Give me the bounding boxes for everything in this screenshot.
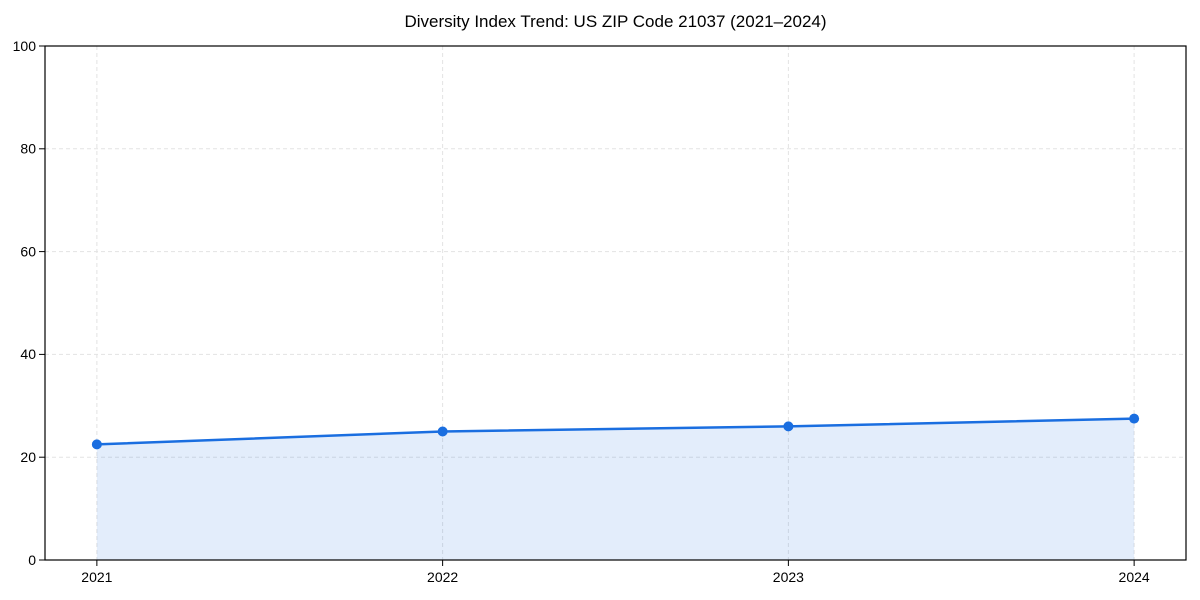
x-tick-label-2024: 2024 (1119, 569, 1150, 585)
y-tick-label-0: 0 (28, 552, 36, 568)
y-tick-label-100: 100 (13, 38, 37, 54)
trend-line (95, 417, 1136, 446)
data-point-2023 (783, 421, 794, 432)
axes-box (44, 45, 1187, 561)
area-fill (96, 418, 1135, 560)
data-point-2021 (91, 439, 102, 450)
chart-title: Diversity Index Trend: US ZIP Code 21037… (404, 12, 827, 31)
y-tick-label-80: 80 (20, 141, 36, 157)
data-point-2022 (437, 426, 448, 437)
data-point-2024 (1129, 413, 1140, 424)
x-tick-label-2023: 2023 (773, 569, 804, 585)
x-tick-label-2021: 2021 (81, 569, 112, 585)
y-tick-label-40: 40 (20, 346, 36, 362)
y-tick-label-60: 60 (20, 243, 36, 259)
y-tick-label-20: 20 (20, 449, 36, 465)
x-tick-label-2022: 2022 (427, 569, 458, 585)
